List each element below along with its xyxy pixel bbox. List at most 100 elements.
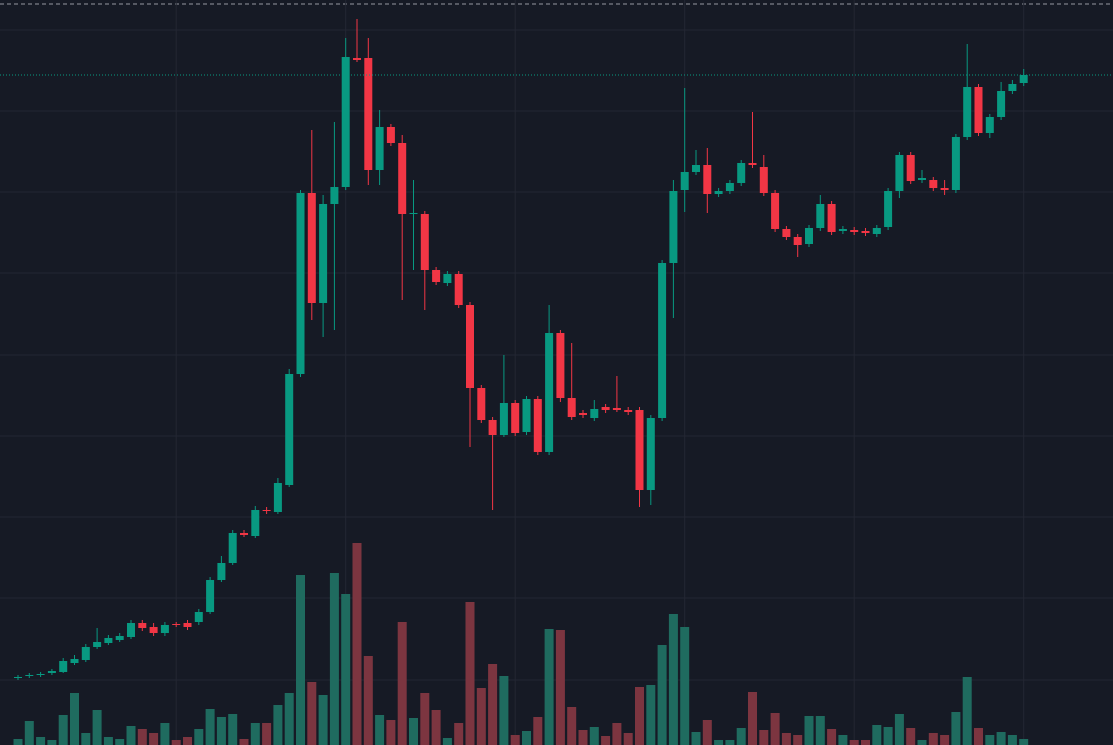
- volume-bar: [488, 664, 498, 745]
- candle-body: [127, 623, 135, 637]
- candle-body: [81, 647, 90, 660]
- candle-body: [14, 677, 22, 678]
- candle-body: [36, 674, 45, 675]
- candle-body: [895, 155, 904, 191]
- volume-bar: [375, 715, 385, 745]
- volume-bar: [352, 543, 362, 745]
- candle-body: [533, 399, 542, 452]
- candle-body: [579, 413, 587, 415]
- candle-body: [511, 403, 520, 433]
- candle-body: [138, 623, 147, 628]
- volume-bar: [872, 725, 882, 745]
- candle-body: [906, 155, 915, 181]
- candle-body: [601, 407, 610, 410]
- candle-body: [556, 333, 565, 398]
- candle-body: [420, 214, 429, 270]
- volume-bar: [58, 715, 68, 745]
- candle-body: [432, 270, 441, 282]
- volume-bar: [183, 737, 192, 745]
- candle-body: [115, 636, 124, 640]
- volume-bar: [748, 692, 757, 745]
- volume-bar: [239, 739, 249, 745]
- volume-bar: [770, 713, 780, 745]
- volume-bar: [341, 594, 351, 745]
- candle-body: [217, 563, 226, 580]
- candle-body: [251, 510, 260, 536]
- candle-body: [805, 228, 813, 244]
- volume-bar: [985, 735, 995, 745]
- candle-body: [816, 204, 825, 228]
- candle-body: [1019, 75, 1028, 83]
- volume-bar: [228, 714, 238, 745]
- volume-bar: [510, 735, 520, 745]
- volume-bar: [974, 728, 983, 745]
- candle-body: [319, 204, 328, 303]
- candle-body: [748, 163, 757, 165]
- volume-bar: [126, 726, 136, 745]
- volume-bar: [442, 738, 452, 745]
- volume-bar: [635, 687, 644, 745]
- candle-body: [149, 627, 158, 633]
- volume-bar: [194, 729, 204, 745]
- volume-bar: [736, 728, 746, 745]
- volume-bar: [499, 676, 509, 745]
- candle-body: [827, 204, 836, 232]
- volume-bar: [318, 695, 328, 745]
- volume-bar: [250, 723, 260, 745]
- volume-bar: [92, 710, 102, 745]
- candle-body: [364, 58, 373, 170]
- volume-bar: [465, 602, 475, 745]
- candle-body: [228, 533, 237, 563]
- candle-body: [545, 333, 554, 452]
- candle-body: [454, 274, 463, 305]
- volume-bar: [1007, 735, 1017, 745]
- volume-bar: [47, 740, 57, 745]
- volume-bar: [81, 733, 91, 745]
- candle-body: [872, 228, 881, 234]
- candle-body: [25, 675, 34, 676]
- candle-body: [194, 612, 203, 622]
- volume-bar: [680, 627, 690, 745]
- candle-body: [635, 410, 644, 490]
- candle-body: [488, 420, 497, 435]
- volume-bar: [759, 730, 769, 745]
- volume-bar: [160, 723, 170, 745]
- candle-body: [714, 191, 723, 194]
- volume-bar: [691, 732, 701, 745]
- candle-body: [771, 193, 780, 229]
- candle-body: [47, 671, 56, 673]
- volume-bar: [284, 693, 294, 745]
- volume-bar: [307, 682, 317, 745]
- volume-bar: [883, 727, 893, 745]
- candle-body: [59, 661, 68, 672]
- candle-body: [974, 87, 983, 133]
- volume-bar: [36, 737, 46, 745]
- volume-bar: [171, 740, 181, 745]
- volume-bar: [793, 735, 803, 745]
- candle-body: [567, 398, 576, 417]
- candle-body: [793, 237, 802, 245]
- candle-body: [398, 143, 407, 214]
- volume-bar: [216, 717, 226, 745]
- volume-bar: [397, 622, 407, 745]
- volume-bar: [103, 737, 113, 745]
- candle-body: [737, 163, 746, 183]
- volume-bar: [623, 733, 633, 745]
- volume-bar: [827, 729, 837, 745]
- candle-body: [477, 388, 486, 420]
- volume-bar: [420, 693, 430, 745]
- volume-bar: [533, 717, 543, 745]
- volume-bar: [646, 685, 656, 745]
- candle-body: [499, 403, 508, 435]
- volume-bar: [431, 710, 441, 745]
- candle-body: [997, 91, 1006, 117]
- volume-bar: [714, 740, 724, 745]
- candle-body: [838, 229, 847, 231]
- candle-body: [850, 230, 859, 232]
- candle-body: [183, 623, 192, 627]
- candle-body: [624, 410, 633, 412]
- volume-bar: [589, 727, 599, 745]
- volume-bar: [928, 733, 938, 745]
- candle-body: [307, 193, 316, 303]
- candle-body: [759, 167, 768, 193]
